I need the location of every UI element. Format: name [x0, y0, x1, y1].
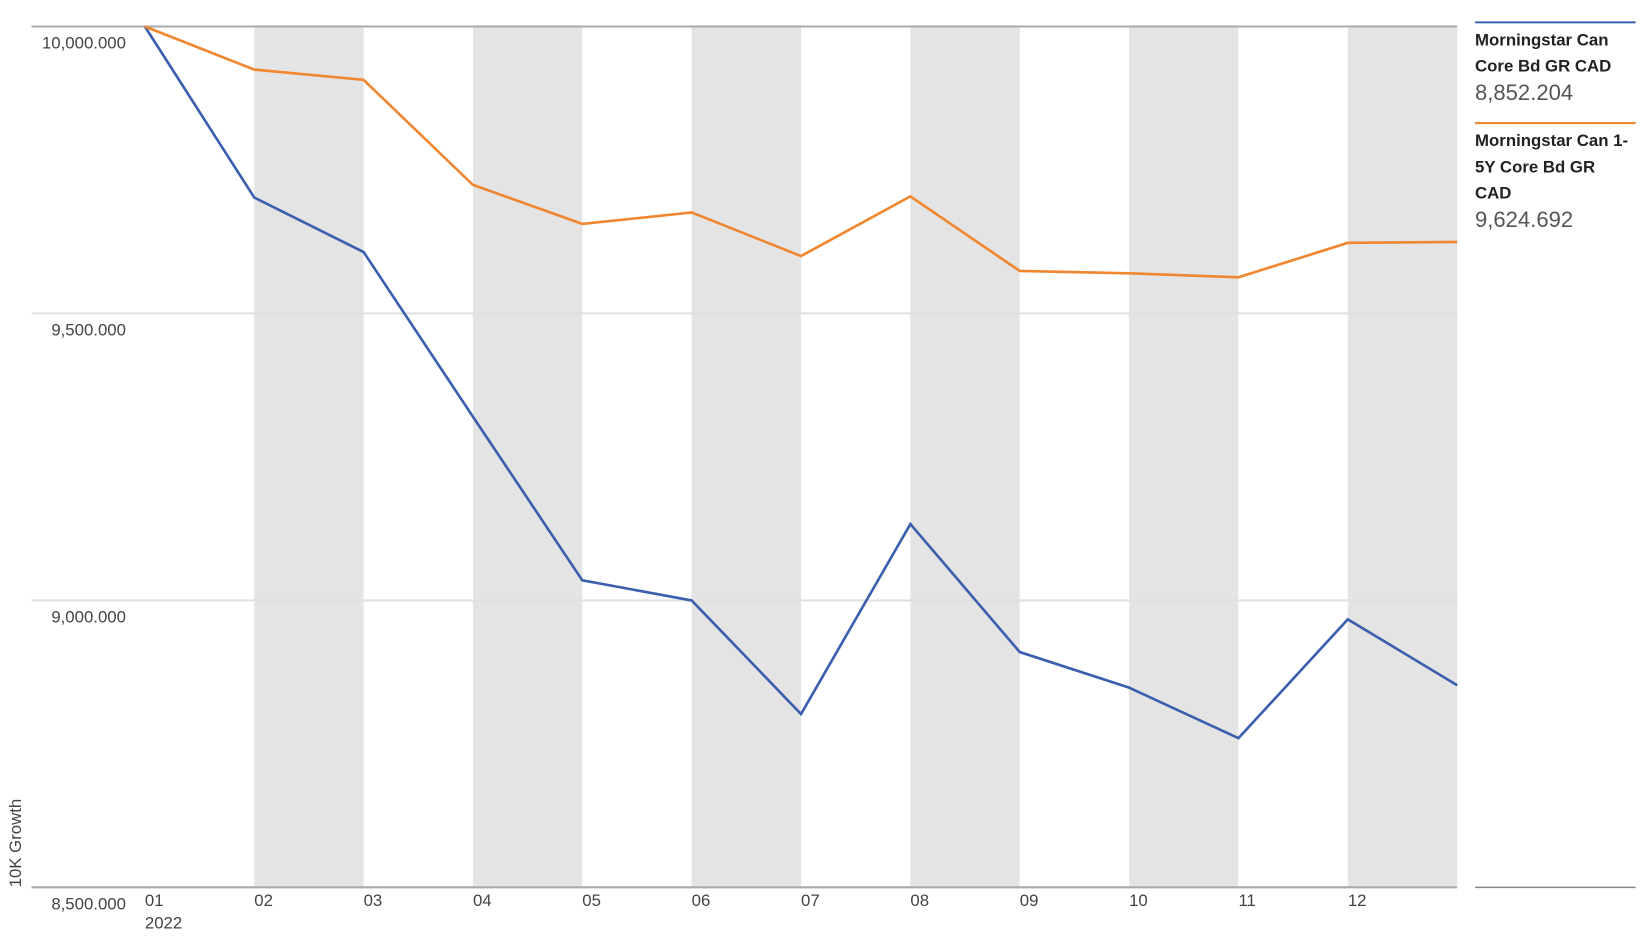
legend-value: 8,852.204	[1475, 81, 1574, 106]
legend-item: Morningstar Can 1-5Y Core Bd GR CAD 9,624…	[1475, 122, 1636, 234]
legend-item: Morningstar Can Core Bd GR CAD 8,852.204	[1475, 21, 1636, 107]
y-tick-label: 10,000.000	[42, 34, 126, 53]
x-tick-label: 12	[1348, 891, 1367, 910]
series-line	[144, 25, 1458, 279]
background: 8,500.000 9,000.000 9,500.000 10,000.000 01 0…	[31, 25, 1458, 913]
x-tick-label: 11	[1238, 891, 1255, 910]
x-tick-label: 03	[364, 891, 383, 910]
y-tick-label: 9,500.000	[51, 320, 126, 339]
legend: Morningstar Can Core Bd GR CAD8,852.204M…	[1475, 21, 1636, 234]
x-tick-label: 07	[801, 891, 820, 910]
band	[254, 26, 364, 888]
band	[1129, 26, 1239, 888]
legend-value: 9,624.692	[1475, 208, 1574, 233]
x-tick-label: 06	[692, 891, 711, 910]
x-tick-label: 08	[910, 891, 929, 910]
band	[472, 26, 583, 888]
x-tick-label: 10	[1129, 891, 1148, 910]
x-tick-label: 09	[1020, 891, 1039, 910]
series-line	[143, 25, 1458, 740]
x-tick-label: 01	[145, 891, 164, 910]
x-tick-label: 02	[254, 891, 273, 910]
y-tick-label: 8,500.000	[51, 894, 126, 913]
legend-label: Morningstar Can 1-5Y Core Bd GR CAD	[1475, 132, 1629, 203]
x-sublabel: 2022	[145, 913, 182, 932]
legend-label: Morningstar Can Core Bd GR CAD	[1475, 31, 1612, 76]
x-tick-label: 04	[473, 891, 492, 910]
band	[691, 26, 802, 888]
band	[1347, 26, 1458, 888]
y-tick-label: 9,000.000	[51, 607, 126, 626]
band	[910, 26, 1020, 888]
x-tick-label: 05	[582, 891, 601, 910]
y-axis-label: 10K Growth	[6, 799, 25, 888]
